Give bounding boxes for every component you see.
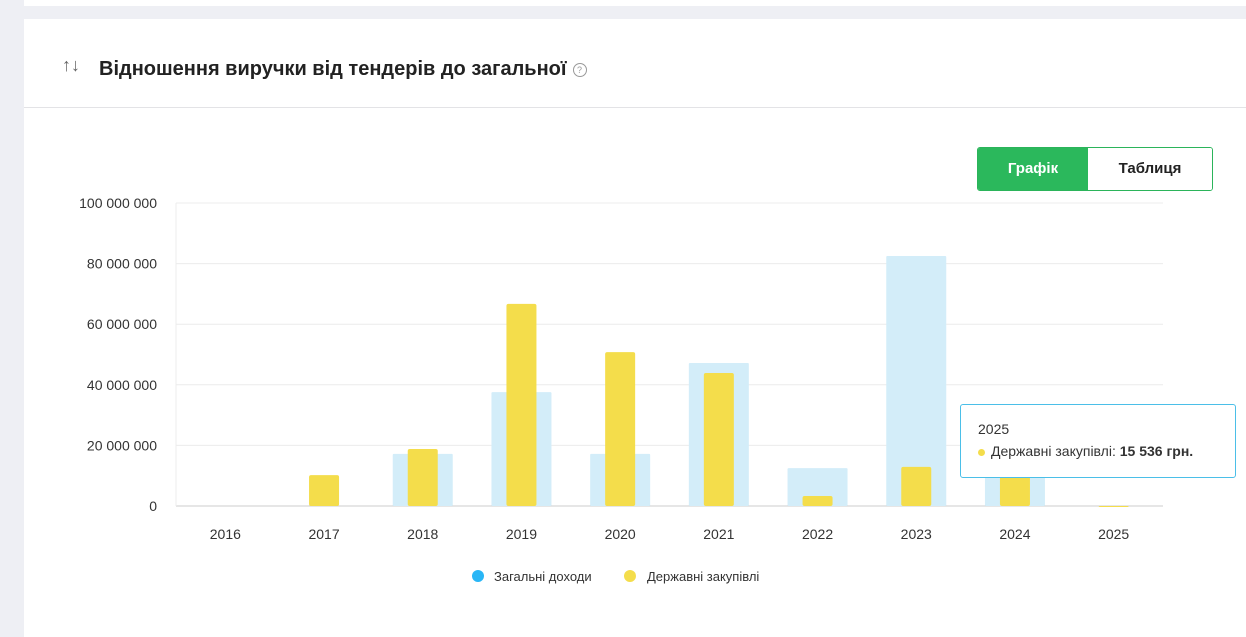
x-tick-label: 2025 [1098,526,1129,542]
bar-total-2023 [886,256,947,506]
page-title: Відношення виручки від тендерів до загал… [99,58,587,81]
x-tick-label: 2019 [506,526,537,542]
card-header: ↑↓ Відношення виручки від тендерів до за… [24,19,1246,108]
y-tick-label: 60 000 000 [87,316,157,332]
bar-total-2022 [787,468,848,506]
x-tick-label: 2021 [703,526,734,542]
y-tick-label: 20 000 000 [87,437,157,453]
bar-gov-2017 [309,475,340,506]
legend-dot-icon [472,570,484,582]
sort-arrows-icon[interactable]: ↑↓ [62,55,80,75]
table-view-button[interactable]: Таблиця [1088,148,1212,190]
x-tick-label: 2023 [901,526,932,542]
y-tick-label: 80 000 000 [87,256,157,272]
chart-view-button[interactable]: Графік [978,148,1088,190]
top-card [24,0,1246,6]
bar-gov-2025 [1098,505,1129,507]
tooltip-series: Державні закупівлі: [991,443,1116,459]
x-tick-label: 2018 [407,526,438,542]
bar-gov-2019 [506,303,537,506]
chart-card: ↑↓ Відношення виручки від тендерів до за… [24,19,1246,637]
legend-label: Державні закупівлі [647,569,759,584]
bar-gov-2024 [999,472,1030,506]
tooltip: 2025 Державні закупівлі: 15 536 грн. [960,404,1236,478]
y-tick-label: 100 000 000 [79,195,157,211]
legend-dot-icon [624,570,636,582]
view-toggle: Графік Таблиця [977,147,1213,191]
y-tick-label: 0 [149,498,157,514]
y-tick-label: 40 000 000 [87,377,157,393]
x-tick-label: 2017 [308,526,339,542]
x-tick-label: 2016 [210,526,241,542]
bar-gov-2023 [901,466,932,506]
bar-gov-2021 [703,372,734,506]
question-circle-icon[interactable]: ? [572,62,587,77]
bar-gov-2020 [605,352,636,506]
legend-dot-icon [978,448,985,456]
tooltip-row: Державні закупівлі: 15 536 грн. [978,443,1193,459]
bar-gov-2022 [802,496,833,506]
tooltip-value: 15 536 грн. [1119,443,1194,459]
x-tick-label: 2020 [605,526,636,542]
title-text: Відношення виручки від тендерів до загал… [99,58,567,80]
x-tick-label: 2022 [802,526,833,542]
x-tick-label: 2024 [999,526,1030,542]
tooltip-year: 2025 [978,421,1010,437]
legend-label: Загальні доходи [494,569,592,584]
bar-gov-2018 [407,449,438,506]
